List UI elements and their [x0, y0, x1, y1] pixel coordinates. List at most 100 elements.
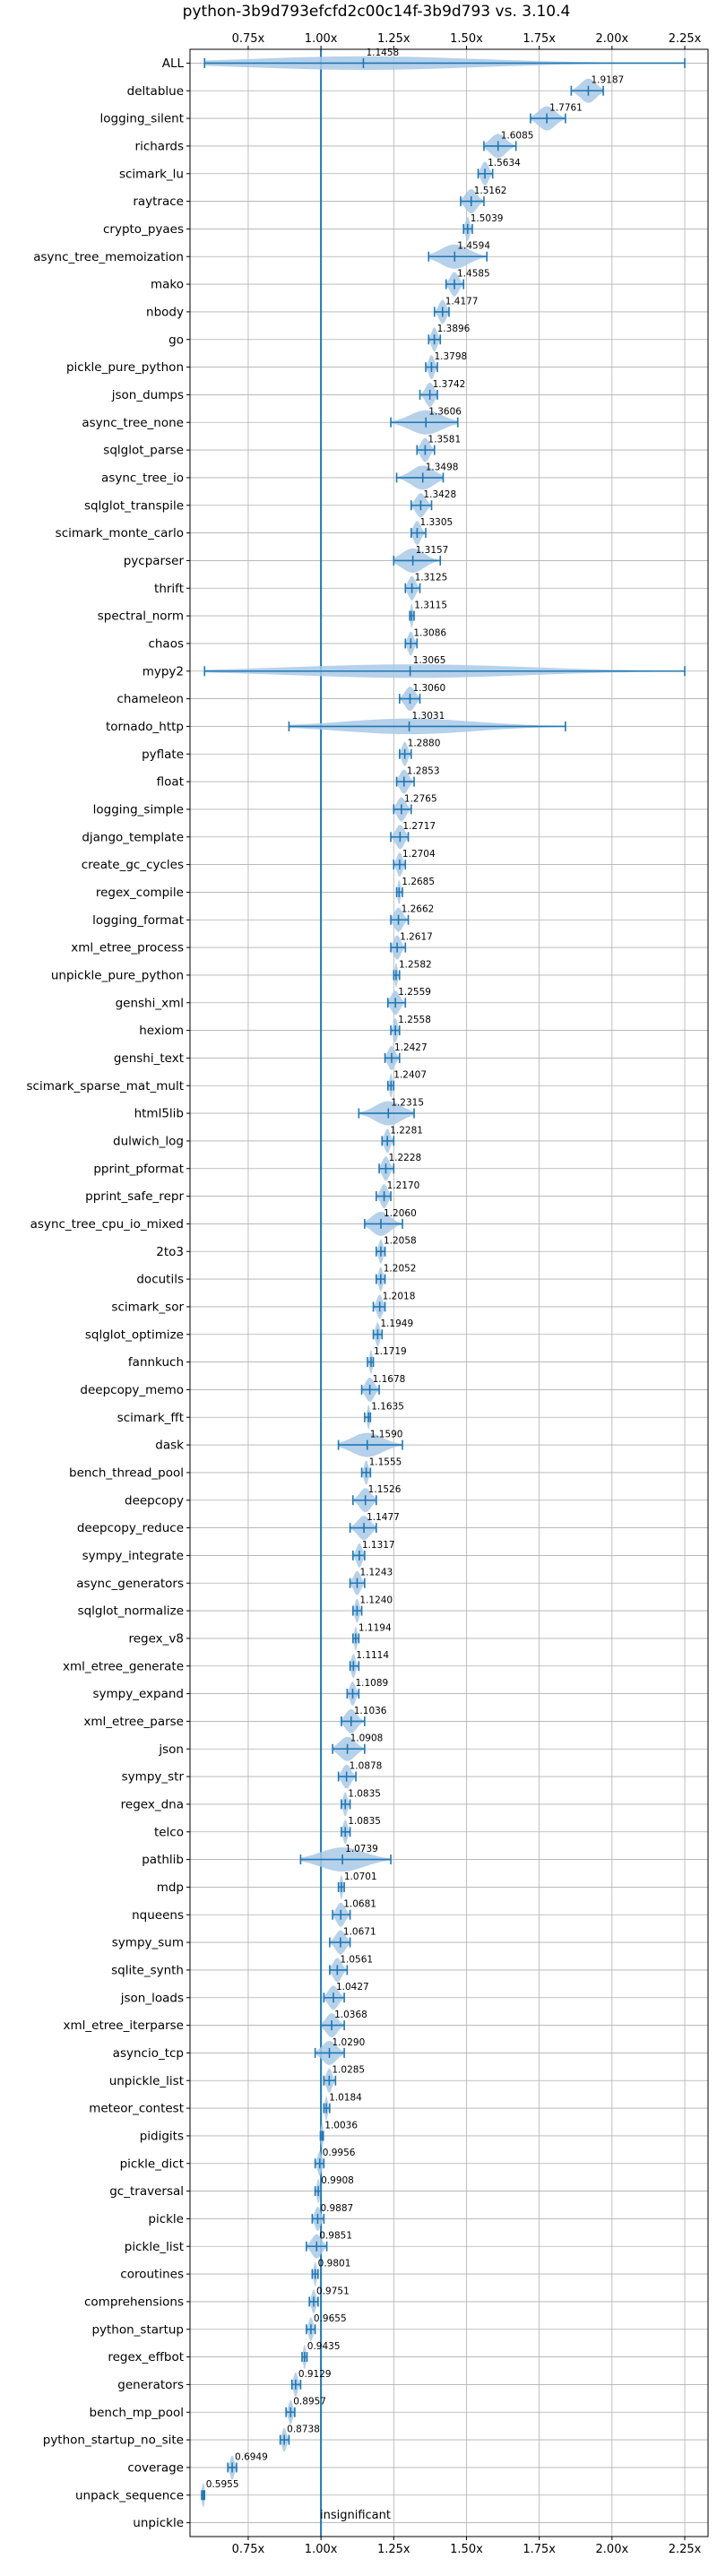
median-value-label: 1.2018 [383, 1291, 416, 1301]
median-value-label: 1.0561 [340, 1954, 373, 1965]
median-value-label: 1.1114 [356, 1650, 389, 1661]
y-tick-label: sympy_integrate [82, 1549, 184, 1563]
median-value-label: 1.5039 [471, 213, 504, 224]
y-tick-label: meteor_contest [89, 2102, 184, 2116]
median-value-label: 1.2617 [400, 931, 433, 942]
y-tick-label: pickle_dict [120, 2157, 184, 2171]
median-value-label: 1.3065 [413, 655, 446, 666]
median-value-label: 1.1555 [369, 1457, 402, 1467]
x-tick-label-bottom: 2.25x [669, 2543, 702, 2556]
median-value-label: 1.3115 [414, 600, 447, 610]
y-tick-label: mako [151, 278, 184, 292]
y-tick-label: logging_format [92, 913, 184, 928]
median-value-label: 1.0285 [332, 2065, 365, 2076]
y-tick-label: generators [117, 2378, 184, 2392]
x-tick-label-top: 1.00x [305, 32, 338, 46]
median-value-label: 1.1458 [366, 48, 399, 58]
y-tick-label: python_startup_no_site [43, 2433, 184, 2448]
median-value-label: 0.9908 [321, 2175, 354, 2186]
y-tick-label: tornado_http [106, 720, 184, 734]
median-value-label: 1.0908 [350, 1733, 384, 1744]
median-value-label: 1.2407 [393, 1070, 427, 1081]
y-tick-label: raytrace [133, 194, 184, 209]
y-tick-label: unpickle_list [109, 2074, 184, 2088]
median-value-label: 1.2704 [402, 849, 436, 860]
y-tick-label: unpack_sequence [75, 2488, 184, 2503]
y-tick-label: deltablue [127, 84, 184, 99]
y-tick-label: xml_etree_iterparse [64, 2018, 185, 2033]
x-tick-label-bottom: 0.75x [232, 2543, 265, 2556]
y-tick-label: sqlglot_transpile [84, 498, 184, 513]
median-value-label: 0.9851 [319, 2231, 352, 2242]
y-tick-label: sqlite_synth [111, 1963, 184, 1977]
y-tick-label: richards [135, 139, 184, 153]
median-value-label: 1.2717 [402, 821, 436, 832]
y-tick-label: unpickle_pure_python [51, 968, 184, 982]
y-tick-label: comprehensions [84, 2295, 184, 2309]
median-value-label: 1.3498 [426, 462, 459, 472]
median-value-label: 1.3606 [428, 407, 462, 418]
median-value-label: 1.2060 [384, 1208, 417, 1219]
median-value-label: 1.4594 [457, 241, 490, 252]
violins: 1.1458 1.9187 1.7761 1.6085 1.5634 1.5162 1.50… [201, 48, 686, 2508]
y-tick-label: async_tree_cpu_io_mixed [30, 1217, 184, 1232]
median-value-label: 1.2170 [387, 1180, 420, 1191]
median-value-label: 1.2427 [394, 1042, 428, 1053]
axis-ticks: 0.75x 0.75x 1.00x 1.00x 1.25x 1.25x 1.50x 1.50x… [27, 32, 702, 2556]
y-tick-label: async_tree_memoization [33, 250, 184, 264]
median-value-label: 1.3305 [419, 517, 453, 528]
y-tick-label: async_tree_io [101, 471, 184, 485]
plot-frame [189, 48, 709, 2537]
y-tick-label: pickle [148, 2212, 184, 2226]
median-value-label: 1.0835 [348, 1816, 381, 1827]
y-tick-label: deepcopy_reduce [77, 1521, 184, 1535]
y-tick-label: sympy_expand [92, 1687, 184, 1701]
y-tick-label: scimark_lu [119, 167, 184, 181]
x-tick-label-top: 2.00x [596, 32, 629, 46]
y-tick-label: json_loads [120, 1991, 184, 2005]
median-value-label: 1.1590 [370, 1429, 403, 1439]
median-value-label: 0.9956 [323, 2148, 356, 2158]
y-tick-label: sqlglot_optimize [85, 1327, 184, 1342]
y-tick-label: regex_effbot [108, 2350, 184, 2364]
median-value-label: 1.2559 [398, 987, 431, 998]
y-tick-label: go [168, 333, 184, 347]
median-value-label: 0.5955 [206, 2479, 239, 2490]
y-tick-label: deepcopy_memo [80, 1383, 184, 1397]
y-tick-label: deepcopy [125, 1493, 184, 1508]
y-tick-label: async_generators [76, 1577, 184, 1591]
y-tick-label: chameleon [117, 692, 184, 706]
x-tick-label-top: 2.25x [669, 32, 702, 46]
median-value-label: 1.2880 [408, 739, 441, 749]
y-tick-label: regex_dna [121, 1797, 184, 1811]
median-value-label: 1.0290 [333, 2037, 366, 2048]
median-value-label: 1.0036 [324, 2120, 358, 2131]
median-value-label: 1.2315 [391, 1097, 424, 1108]
insignificant-annotation: insignificant [320, 2509, 391, 2522]
median-value-label: 0.8738 [287, 2424, 320, 2434]
y-tick-label: django_template [82, 830, 184, 844]
median-value-label: 1.0427 [336, 1982, 369, 1993]
median-value-label: 1.3428 [423, 489, 456, 500]
y-tick-label: logging_simple [93, 802, 184, 817]
median-value-label: 0.9129 [298, 2369, 332, 2380]
median-value-label: 1.0681 [343, 1899, 376, 1910]
median-value-label: 1.2662 [402, 904, 435, 915]
y-tick-label: create_gc_cycles [82, 858, 184, 872]
y-tick-label: float [157, 775, 184, 790]
y-tick-label: pprint_pformat [93, 1162, 184, 1176]
median-value-label: 1.4585 [457, 268, 490, 279]
y-tick-label: gc_traversal [109, 2184, 184, 2199]
median-value-label: 1.1243 [359, 1568, 393, 1578]
y-tick-label: chaos [148, 636, 184, 651]
y-tick-label: regex_v8 [128, 1631, 184, 1646]
y-tick-label: hexiom [139, 1024, 184, 1038]
y-tick-label: bench_mp_pool [90, 2406, 184, 2420]
y-tick-label: docutils [136, 1273, 184, 1287]
median-value-label: 1.6085 [501, 130, 534, 141]
median-value-label: 1.9187 [591, 75, 624, 86]
chart-title: python-3b9d793efcfd2c00c14f-3b9d793 vs. … [183, 3, 571, 21]
y-tick-label: regex_compile [96, 886, 184, 900]
y-tick-label: html5lib [134, 1107, 184, 1121]
